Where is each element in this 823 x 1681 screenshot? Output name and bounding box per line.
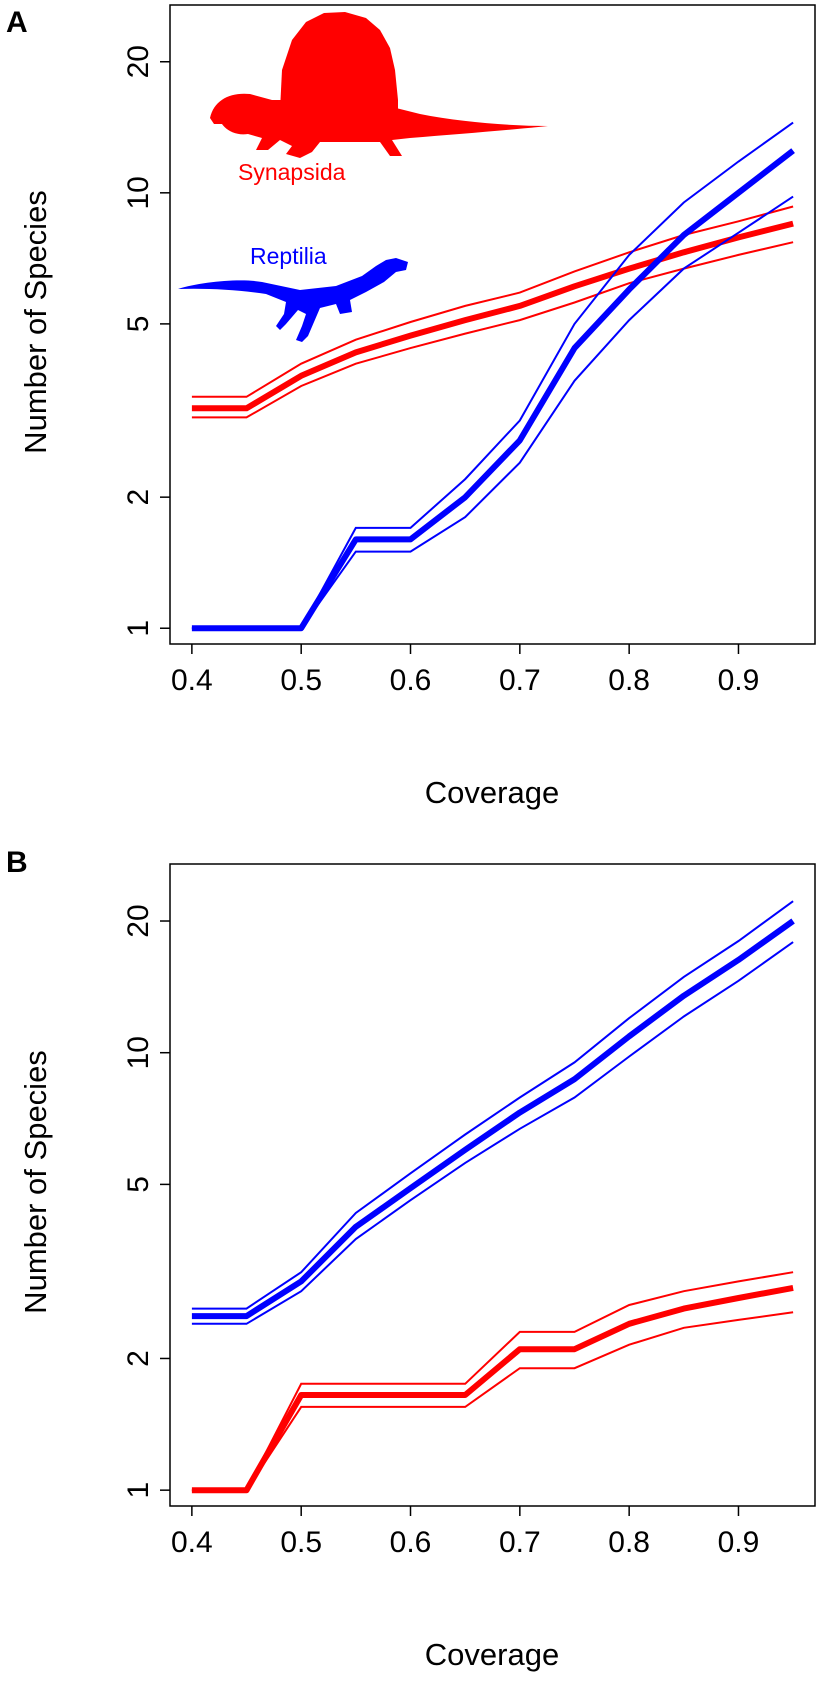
dimetrodon-silhouette-icon <box>210 12 548 158</box>
panel-a-y-tick-label: 2 <box>122 489 155 506</box>
panel-b-y-tick-label: 5 <box>122 1176 155 1193</box>
panel-a-label: A <box>6 6 28 39</box>
panel-b-x-tick-label: 0.9 <box>718 1526 760 1559</box>
panel-a-y-tick-label: 10 <box>122 176 155 209</box>
panel-b-reptilia-mean-line <box>191 918 795 1320</box>
panel-b-label: B <box>6 846 28 879</box>
panel-b-y-tick-label: 1 <box>122 1482 155 1499</box>
panel-a-y-tick-label: 20 <box>122 45 155 78</box>
panel-b-y-axis-label: Number of Species <box>18 1050 53 1314</box>
panel-b: B Number of Species Coverage 0.4 0.5 0.6 0.… <box>6 846 816 1672</box>
panel-b-plot-frame <box>169 863 816 1507</box>
panel-a-x-tick-label: 0.7 <box>499 664 541 697</box>
panel-b-reptilia-lower-ci-line <box>191 941 794 1325</box>
panel-b-synapsida-upper-ci-line <box>191 1271 794 1492</box>
panel-a-x-axis-label: Coverage <box>425 775 559 810</box>
lizard-silhouette-icon <box>178 258 408 342</box>
panel-b-x-tick-label: 0.4 <box>171 1526 213 1559</box>
panel-a-x-tick-label: 0.5 <box>280 664 322 697</box>
panel-b-reptilia-upper-ci-line <box>191 900 794 1310</box>
reptilia-annotation: Reptilia <box>250 243 327 269</box>
panel-a-synapsida-mean-line <box>191 220 794 412</box>
panel-a-synapsida-lower-ci-line <box>191 241 794 419</box>
panel-b-y-tick-label: 2 <box>122 1350 155 1367</box>
panel-a-axes: 0.4 0.5 0.6 0.7 0.8 0.9 1 2 5 10 20 <box>122 45 759 697</box>
panel-b-synapsida-mean-line <box>191 1284 794 1494</box>
panel-b-x-tick-label: 0.7 <box>499 1526 541 1559</box>
panel-a-x-tick-label: 0.4 <box>171 664 213 697</box>
panel-b-x-tick-label: 0.8 <box>608 1526 650 1559</box>
panel-a: A Number of Species Coverage Synapsida R… <box>6 4 816 810</box>
panel-a-synapsida-upper-ci-line <box>191 205 794 398</box>
panel-b-x-tick-label: 0.5 <box>280 1526 322 1559</box>
panel-a-y-tick-label: 1 <box>122 620 155 637</box>
panel-b-x-tick-label: 0.6 <box>390 1526 432 1559</box>
panel-b-y-tick-label: 10 <box>122 1036 155 1069</box>
panel-a-x-tick-label: 0.9 <box>718 664 760 697</box>
panel-a-y-axis-label: Number of Species <box>18 190 53 454</box>
panel-a-reptilia-mean-line <box>191 148 795 632</box>
panel-a-y-tick-label: 5 <box>122 316 155 333</box>
panel-b-x-axis-label: Coverage <box>425 1637 559 1672</box>
panel-b-series <box>191 900 795 1494</box>
panel-b-synapsida-lower-ci-line <box>191 1311 794 1492</box>
panel-a-x-tick-label: 0.8 <box>608 664 650 697</box>
panel-b-y-tick-label: 20 <box>122 904 155 937</box>
panel-a-series <box>191 121 795 632</box>
panel-b-axes: 0.4 0.5 0.6 0.7 0.8 0.9 1 2 5 10 20 <box>122 904 759 1559</box>
panel-a-x-tick-label: 0.6 <box>390 664 432 697</box>
synapsida-annotation: Synapsida <box>238 159 346 185</box>
